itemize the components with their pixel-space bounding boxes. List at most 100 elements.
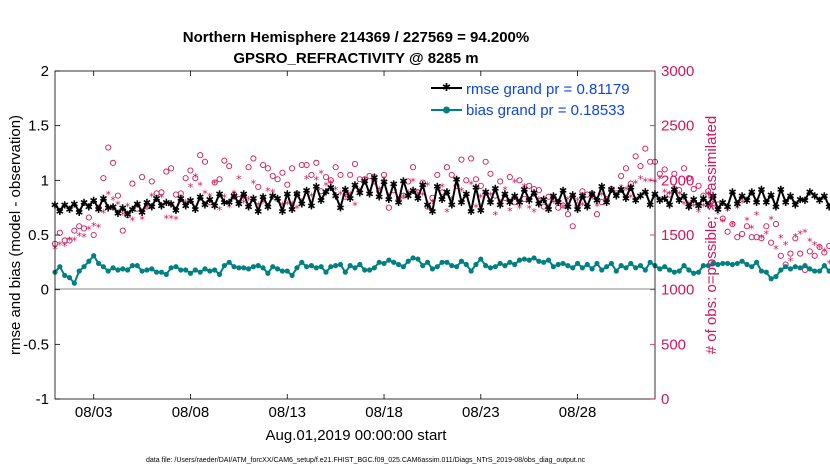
bias-point [134,263,140,269]
possible-obs-point [322,173,330,181]
y2-tick-label: 1000 [661,282,694,299]
bias-point [187,270,194,276]
bias-point [391,259,397,265]
possible-obs-point [545,193,552,200]
y-tick-label: 1.5 [28,118,49,135]
possible-obs-point [569,223,576,230]
assimilated-obs-point: * [512,176,518,189]
bias-point [294,265,300,271]
possible-obs-point [197,152,204,159]
assimilated-obs-point: * [178,196,184,209]
bias-point [497,260,503,267]
possible-obs-point [526,182,533,189]
possible-obs-point [777,252,784,259]
rmse-point: ✱ [423,200,431,211]
bias-point [163,271,169,277]
rmse-point: ✱ [612,192,620,203]
rmse-point: ✱ [810,192,818,203]
rmse-point: ✱ [467,207,475,218]
bias-point [342,269,348,275]
rmse-point: ✱ [699,194,707,205]
rmse-point: ✱ [791,200,799,211]
bias-point [357,261,363,268]
rmse-point: ✱ [70,199,78,210]
possible-obs-point [811,252,818,259]
rmse-point: ✱ [496,200,504,211]
bias-point [57,264,63,270]
bias-point [739,258,745,264]
bias-point [492,264,498,270]
rmse-point: ✱ [278,207,286,218]
assimilated-obs-point: * [81,231,87,244]
assimilated-obs-point: * [338,188,344,201]
bias-point [371,265,377,271]
bias-point [710,260,716,267]
assimilated-obs-point: * [720,216,726,229]
rmse-point: ✱ [723,203,731,214]
rmse-point: ✱ [119,204,127,215]
rmse-point: ✱ [559,186,567,197]
rmse-point: ✱ [428,207,436,218]
bias-point [444,259,450,265]
y-tick-label: 0.5 [28,227,49,244]
bias-point [584,261,590,268]
assimilated-obs-point: * [328,178,334,191]
bias-point [124,267,131,273]
rmse-point: ✱ [356,188,364,199]
bias-point [274,266,281,272]
possible-obs-point [139,173,146,181]
rmse-point: ✱ [477,206,485,217]
rmse-point: ✱ [685,203,693,214]
rmse-point: ✱ [690,195,698,206]
bias-point [681,263,687,269]
bias-point [671,269,677,275]
rmse-point: ✱ [157,201,165,212]
possible-obs-point [555,204,562,211]
rmse-point: ✱ [336,204,344,215]
bias-point [565,263,571,269]
possible-obs-point [593,211,600,218]
rmse-point: ✱ [660,194,668,205]
possible-obs-point [482,158,489,165]
rmse-point: ✱ [331,192,339,203]
rmse-point: ✱ [201,200,209,211]
possible-obs-point [279,169,286,176]
assimilated-obs-point: * [149,191,155,204]
bias-point [715,261,721,268]
rmse-point: ✱ [225,198,233,209]
assimilated-obs-point: * [691,200,697,213]
y2-tick-label: 2000 [661,172,694,189]
rmse-point: ✱ [506,198,514,209]
bias-point [424,259,431,265]
rmse-point: ✱ [138,208,146,219]
bias-point [574,260,581,267]
possible-obs-point [685,175,692,182]
assimilated-obs-point: * [197,180,203,193]
y2-tick-label: 2500 [661,118,694,135]
bias-point [545,257,552,263]
assimilated-obs-point: * [154,194,160,207]
bias-point [139,268,145,274]
rmse-point: ✱ [414,194,422,205]
possible-obs-point [158,189,165,196]
assimilated-obs-point: * [599,190,605,203]
rmse-point: ✱ [143,198,151,209]
possible-obs-point [676,187,683,194]
bias-point [618,263,624,269]
assimilated-obs-point: * [812,239,818,252]
possible-obs-point [308,171,315,178]
rmse-point: ✱ [598,182,606,193]
bias-point [212,267,218,273]
bias-point [589,266,595,272]
possible-obs-point [477,182,484,189]
possible-obs-point [129,180,136,187]
rmse-point: ✱ [365,189,373,200]
assimilated-obs-point: * [294,203,300,216]
possible-obs-point [327,177,334,184]
rmse-point: ✱ [249,194,257,205]
rmse-point: ✱ [549,192,557,203]
possible-obs-point [705,188,712,195]
possible-obs-point [661,166,668,173]
bias-point [178,267,184,273]
